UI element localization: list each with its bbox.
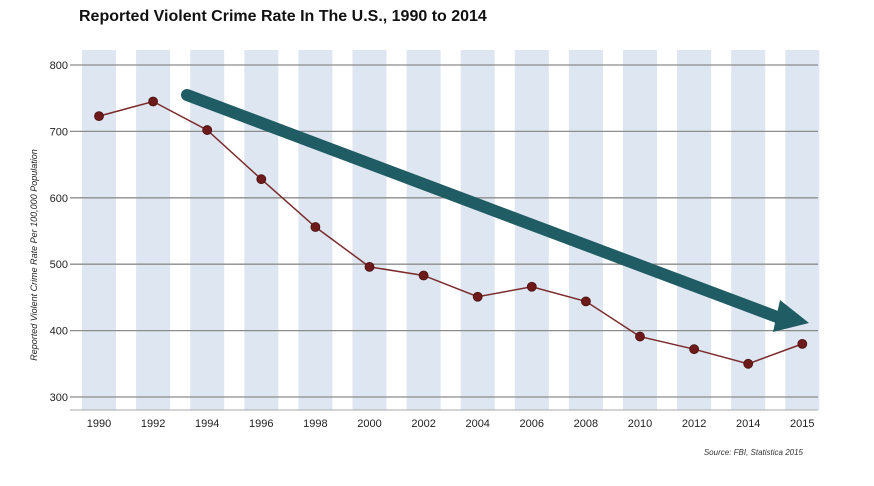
column-band [406,50,441,410]
y-tick-labels: 300 400 500 600 700 800 [50,60,68,404]
y-tick-label: 700 [50,126,68,138]
series-layer [94,96,808,369]
y-tick-label: 800 [50,60,68,72]
x-tick-label: 2004 [465,418,489,430]
data-point [635,331,645,342]
x-tick-label: 1992 [141,418,165,430]
column-band [731,50,766,410]
gridlines [70,64,818,411]
y-axis-label: Reported Violent Crime Rate Per 100,000 … [29,149,39,360]
x-tick-label: 2012 [682,418,706,430]
column-band [785,50,820,410]
x-tick-label: 2002 [411,418,435,430]
x-tick-labels: 1990 1992 1994 1996 1998 2000 2002 2004 2006 2008… [87,418,815,430]
x-tick-label: 2006 [520,418,544,430]
column-bands [82,50,820,410]
column-band [677,50,712,410]
data-point [581,296,591,307]
x-tick-label: 2014 [736,418,760,430]
data-point [310,222,321,232]
x-tick-label: 1996 [249,418,273,430]
y-tick-label: 400 [50,326,68,338]
data-point [689,344,699,355]
column-band [623,50,657,410]
column-band [460,50,495,410]
data-point [526,281,537,292]
column-band [352,50,387,410]
data-point [256,174,267,185]
column-band [244,50,279,410]
y-tick-label: 600 [50,193,68,205]
data-point [364,261,375,272]
column-band [136,50,171,410]
series-line [98,100,803,365]
downward-trend-arrow [181,89,809,332]
data-point [148,96,159,107]
column-band [568,50,603,410]
data-point [418,270,429,281]
x-tick-label: 1990 [87,418,111,430]
source-note: Source: FBI, Statistica 2015 [704,448,804,457]
x-tick-label: 1994 [195,418,219,430]
data-point [743,358,754,369]
x-tick-label: 2010 [628,418,652,430]
column-band [82,50,116,410]
data-point [94,111,104,122]
x-tick-label: 2000 [357,418,381,430]
data-point [472,291,483,302]
data-point [797,338,808,349]
x-tick-label: 2008 [574,418,598,430]
y-tick-label: 500 [50,259,68,271]
chart-title: Reported Violent Crime Rate In The U.S.,… [79,8,487,25]
y-tick-label: 300 [50,392,68,404]
x-tick-label: 2015 [790,418,814,430]
x-tick-label: 1998 [303,418,327,430]
data-point [202,125,213,135]
